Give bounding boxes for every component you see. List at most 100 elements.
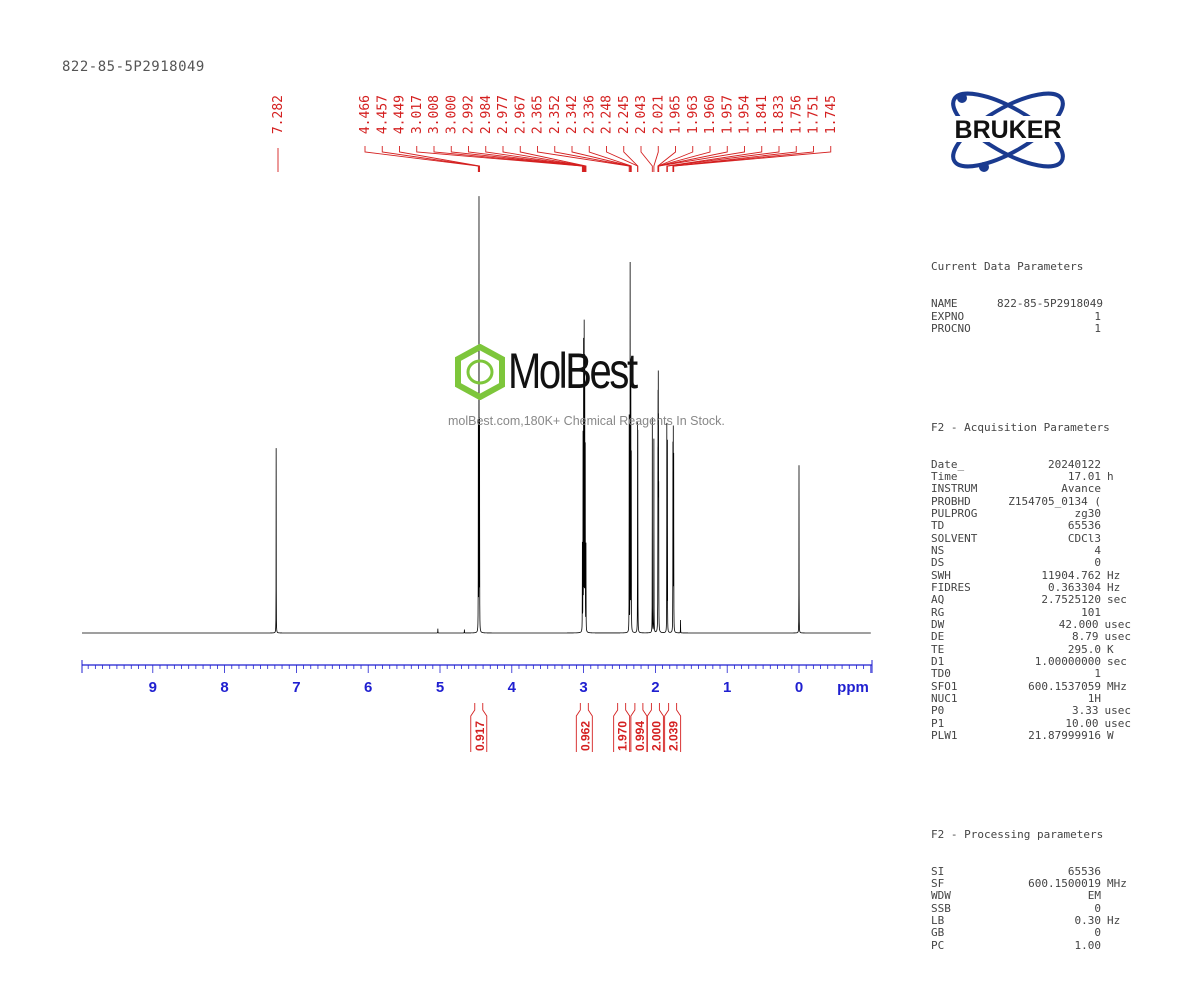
peak-label-connector: [537, 146, 630, 172]
param-unit: K: [1107, 642, 1114, 656]
param-unit: Hz: [1107, 568, 1121, 582]
current-params: Current Data Parameters NAME 822-85-5P291…: [931, 237, 1131, 360]
peak-label-connector: [485, 146, 586, 172]
param-key: SSB: [931, 901, 951, 915]
integral-bracket: [575, 703, 593, 752]
x-tick-label: 2: [651, 679, 659, 696]
peak-label: 2.984: [479, 95, 494, 134]
param-row: Date_ 20240122: [931, 457, 1131, 471]
x-tick-label: 7: [292, 679, 300, 696]
integral-value: 2.000: [649, 721, 663, 751]
param-key: EXPNO: [931, 309, 965, 323]
param-row: NUC1 1H: [931, 692, 1131, 706]
param-value: 2.7525120: [1041, 593, 1101, 607]
param-unit: usec: [1104, 618, 1132, 631]
watermark-name: MolBest: [508, 343, 638, 399]
param-row: SSB 0: [931, 901, 1131, 915]
peak-label: 1.833: [772, 95, 787, 134]
peak-label-connector: [588, 146, 632, 172]
param-key: SI: [931, 864, 945, 878]
param-key: SF: [931, 876, 945, 890]
peak-label: 2.977: [496, 95, 511, 134]
param-unit: [1101, 927, 1107, 939]
peak-label: 2.365: [531, 95, 546, 134]
peak-label: 1.960: [703, 95, 718, 134]
param-row: EXPNO 1: [931, 309, 1131, 323]
param-unit: W: [1107, 729, 1114, 743]
peak-label: 4.457: [375, 95, 390, 134]
param-row: SFO1 600.1537059 MHz: [931, 679, 1131, 693]
bruker-logo-text: BRUKER: [955, 116, 1062, 144]
param-row: RG 101: [931, 605, 1131, 619]
param-value: 21.87999916: [1028, 729, 1101, 743]
param-value: 20240122: [1048, 457, 1101, 471]
param-key: Date_: [931, 457, 965, 471]
param-key: P0: [931, 704, 945, 718]
peak-label: 2.021: [651, 95, 666, 134]
param-value: 600.1537059: [1028, 679, 1101, 693]
param-value: Avance: [1061, 482, 1101, 496]
peak-label-connector: [519, 146, 587, 172]
param-row: PROCNO 1: [931, 322, 1131, 335]
param-row: NS 4: [931, 544, 1131, 557]
param-row: P0 3.33 usec: [931, 704, 1132, 718]
param-value: 0.363304: [1048, 580, 1101, 594]
integral-bracket: [664, 703, 682, 752]
peak-label: 2.992: [462, 95, 477, 134]
peak-label-connector: [666, 146, 780, 172]
param-row: LB 0.30 Hz: [931, 913, 1131, 927]
param-key: SFO1: [931, 679, 958, 693]
param-value: 8.79: [1072, 630, 1099, 644]
param-unit: sec: [1107, 593, 1127, 607]
param-row: PLW1 21.87999916 W: [931, 729, 1131, 743]
peak-label: 1.963: [686, 95, 701, 134]
param-unit: sec: [1107, 655, 1127, 669]
param-value: Z154705_0134 (: [1008, 494, 1101, 508]
param-key: SOLVENT: [931, 531, 978, 545]
param-row: SI 65536: [931, 864, 1131, 878]
param-key: NUC1: [931, 692, 958, 706]
param-key: INSTRUM: [931, 482, 978, 496]
param-row: Time 17.01 h: [931, 470, 1131, 483]
param-unit: [1101, 866, 1107, 878]
peak-label-connector: [502, 146, 586, 172]
param-key: FIDRES: [931, 580, 971, 594]
x-tick-label: 8: [220, 679, 228, 696]
param-key: TD0: [931, 667, 951, 681]
peak-label: 2.967: [513, 95, 528, 134]
param-unit: MHz: [1107, 679, 1127, 693]
param-row: NAME 822-85-5P2918049: [931, 298, 1131, 311]
param-unit: [1101, 890, 1107, 902]
peak-label: 3.017: [410, 95, 425, 134]
param-row: FIDRES 0.363304 Hz: [931, 580, 1131, 594]
param-row: PC 1.00: [931, 939, 1131, 952]
x-tick-label: 6: [364, 679, 372, 696]
peak-label: 1.756: [789, 95, 804, 134]
acquisition-params: F2 - Acquisition Parameters Date_ 2024012…: [931, 397, 1131, 767]
integral-bracket: [646, 703, 664, 752]
param-key: DW: [931, 618, 945, 631]
peak-label: 1.841: [755, 95, 770, 134]
peak-label: 7.282: [271, 95, 286, 134]
integral-value: 0.917: [473, 721, 487, 751]
peak-label: 2.352: [548, 95, 563, 134]
integral-bracket: [630, 703, 648, 752]
param-unit: [1101, 940, 1107, 952]
param-unit: MHz: [1107, 876, 1127, 890]
param-unit: usec: [1104, 630, 1132, 644]
param-row: GB 0: [931, 926, 1131, 940]
param-value: 1: [1094, 309, 1101, 323]
param-row: DW 42.000 usec: [931, 618, 1132, 631]
x-tick-label: 5: [436, 679, 444, 696]
param-value: 0: [1094, 926, 1101, 940]
integral-value: 0.962: [578, 721, 592, 751]
param-value: 101: [1081, 605, 1101, 619]
param-row: SF 600.1500019 MHz: [931, 876, 1131, 890]
integral-bracket: [470, 703, 488, 752]
param-value: 0.30: [1074, 913, 1102, 927]
x-axis-label: ppm: [837, 679, 869, 696]
integral-value: 0.994: [633, 721, 647, 751]
param-unit: usec: [1104, 704, 1132, 718]
param-row: TD0 1: [931, 667, 1131, 681]
